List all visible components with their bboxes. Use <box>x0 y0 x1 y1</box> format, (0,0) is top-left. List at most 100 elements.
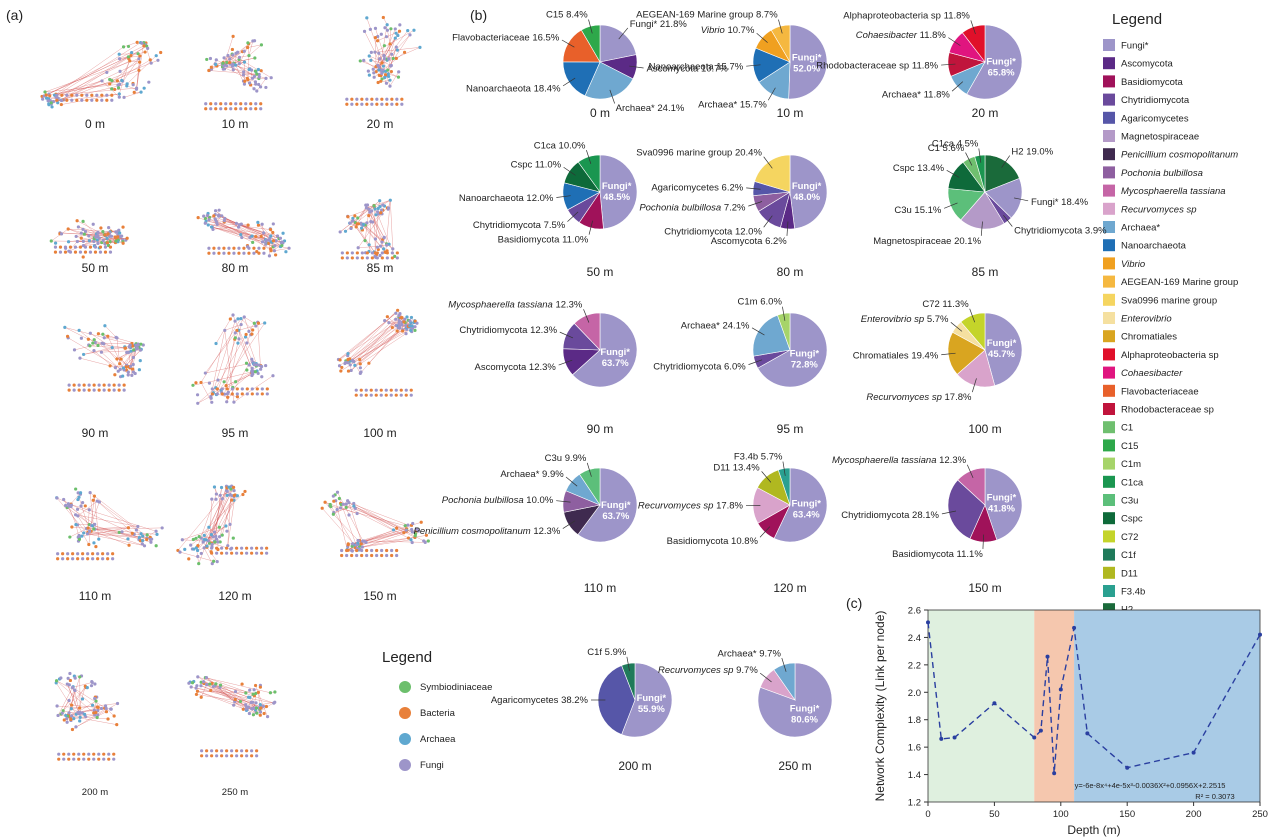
network-node <box>203 371 207 375</box>
network-node <box>62 757 66 761</box>
network-caption: 0 m <box>85 117 105 131</box>
network-node <box>210 546 214 550</box>
network-node <box>240 387 244 391</box>
network-node <box>104 706 108 711</box>
network-node <box>335 490 340 494</box>
slice-name: Penicillium cosmopolitanum <box>413 526 530 537</box>
network-edge <box>274 247 290 251</box>
network-node <box>410 527 414 532</box>
network-node <box>108 82 112 86</box>
network-node <box>396 75 401 79</box>
network-node <box>118 82 122 86</box>
network-node <box>95 499 99 503</box>
data-point <box>1085 731 1090 736</box>
network-caption: 20 m <box>367 117 394 131</box>
network-edge <box>88 496 95 545</box>
network-node <box>63 250 68 254</box>
network-node <box>242 82 247 86</box>
network-node <box>280 243 284 248</box>
network-node <box>103 233 107 237</box>
network-node <box>79 504 83 508</box>
pie-caption: 95 m <box>777 422 804 436</box>
network-node <box>72 348 77 352</box>
network-caption: 200 m <box>82 787 108 798</box>
network-node <box>272 701 276 705</box>
network-node <box>395 48 399 52</box>
network-node <box>87 383 91 387</box>
network-node <box>135 40 139 44</box>
network-node <box>96 552 100 556</box>
slice-value: 3.9% <box>1085 225 1107 236</box>
network-node <box>103 250 108 254</box>
network-node <box>348 363 352 367</box>
network-edge <box>101 352 121 370</box>
network-node <box>256 67 260 72</box>
network-node <box>210 542 214 546</box>
network-node <box>74 513 78 517</box>
network-edge <box>374 208 379 257</box>
network-edge <box>240 318 253 331</box>
network-node <box>55 496 59 500</box>
leader-line <box>748 359 763 365</box>
network-edge <box>83 241 94 246</box>
slice-value: 41.8% <box>988 503 1015 514</box>
network-edge <box>74 689 93 706</box>
network-node <box>101 552 105 556</box>
network-node <box>345 97 349 101</box>
slice-label: Fungi* <box>600 347 630 358</box>
leader-line <box>586 150 592 164</box>
network-node <box>78 675 82 679</box>
network-node <box>244 361 249 365</box>
network-node <box>143 50 147 54</box>
network-node <box>247 329 251 333</box>
network-node <box>385 553 389 558</box>
legend-label: Nanoarchaeota <box>1121 241 1187 252</box>
network-edge <box>361 221 373 231</box>
network-node <box>397 70 401 74</box>
network-node <box>232 400 236 404</box>
network-node <box>89 684 94 688</box>
network-node <box>369 58 373 62</box>
network-node <box>351 542 355 546</box>
network-edge <box>379 30 408 69</box>
x-tick-label: 250 <box>1252 809 1268 820</box>
network-node <box>258 85 263 89</box>
slice-name: Archaea* <box>500 469 539 480</box>
network-node <box>346 357 350 362</box>
network-node <box>149 540 153 544</box>
network-edge <box>238 322 265 331</box>
network-node <box>228 493 232 497</box>
network-edge <box>72 687 107 709</box>
network-node <box>70 525 74 529</box>
network-node <box>207 218 211 222</box>
network-node <box>120 78 124 83</box>
network-node <box>93 245 98 249</box>
legend-swatch <box>399 681 411 693</box>
leader-line <box>759 526 771 538</box>
slice-value: 48.0% <box>793 192 820 203</box>
network-node <box>233 336 237 340</box>
network-node <box>258 685 262 689</box>
network-caption: 80 m <box>222 261 249 275</box>
network-edge <box>358 540 426 543</box>
slice-name: Chytridiomycota <box>841 510 910 521</box>
network-node <box>378 253 382 258</box>
network-node <box>225 551 229 555</box>
network-node <box>86 557 90 561</box>
network-node <box>118 231 122 235</box>
network-node <box>250 369 254 373</box>
network-edge <box>208 70 257 75</box>
network-node <box>220 387 224 391</box>
network-node <box>75 239 79 244</box>
slice-name: Basidiomycota <box>892 549 954 560</box>
network-node <box>131 370 135 374</box>
network-node <box>384 35 389 39</box>
network-edge <box>243 73 257 76</box>
network-node <box>397 319 401 323</box>
network-node <box>219 107 223 111</box>
network-node <box>205 683 209 687</box>
network-edge <box>56 497 88 534</box>
network-node <box>395 256 399 260</box>
network-node <box>80 697 85 701</box>
slice-name: Recurvomyces sp <box>658 665 734 676</box>
